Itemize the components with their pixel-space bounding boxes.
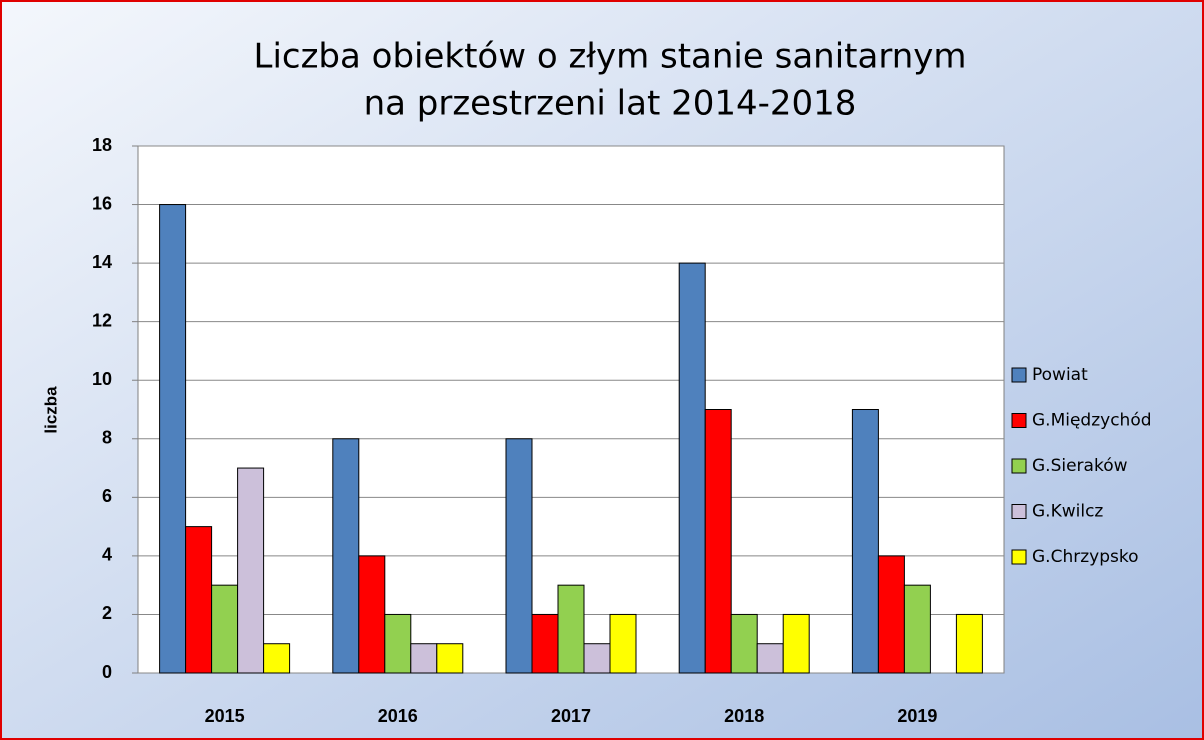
bar	[756, 643, 784, 674]
bar	[877, 555, 905, 674]
bar	[609, 613, 637, 674]
legend-label: G.Międzychód	[1032, 411, 1152, 431]
legend-label: G.Kwilcz	[1032, 502, 1103, 522]
bar	[531, 613, 559, 674]
legend-swatch	[1011, 367, 1027, 383]
x-tick-label: 2019	[897, 706, 937, 726]
legend-label: G.Chrzypsko	[1032, 547, 1138, 567]
y-tick-label: 6	[102, 486, 112, 506]
x-tick-label: 2015	[205, 706, 245, 726]
y-tick-label: 14	[92, 252, 112, 272]
chart-title: na przestrzeni lat 2014-2018	[364, 84, 857, 124]
bar	[159, 204, 187, 674]
bar	[185, 526, 213, 674]
chart-title: Liczba obiektów o złym stanie sanitarnym	[254, 37, 967, 77]
x-tick-label: 2016	[378, 706, 418, 726]
y-axis-label: liczba	[41, 386, 60, 434]
legend-swatch	[1011, 504, 1027, 519]
bar	[851, 409, 879, 674]
x-tick-label: 2017	[551, 706, 591, 726]
y-tick-label: 16	[92, 193, 112, 213]
y-tick-label: 2	[102, 603, 112, 623]
legend-label: G.Sieraków	[1032, 456, 1128, 476]
bar	[263, 643, 291, 674]
bar	[730, 613, 758, 674]
bar	[237, 467, 265, 674]
bar	[678, 262, 706, 674]
legend-label: Powiat	[1032, 365, 1088, 385]
bar	[358, 555, 386, 674]
y-tick-label: 10	[92, 369, 112, 389]
bar	[704, 409, 732, 674]
bar	[782, 613, 810, 674]
bar	[211, 584, 239, 674]
y-tick-label: 0	[102, 662, 112, 682]
y-tick-label: 18	[92, 135, 112, 155]
x-tick-label: 2018	[724, 706, 764, 726]
bar	[903, 584, 931, 674]
legend-swatch	[1011, 413, 1027, 428]
legend-swatch	[1011, 458, 1027, 474]
y-tick-label: 12	[92, 310, 112, 330]
bar	[557, 584, 585, 674]
bar	[384, 613, 412, 674]
legend-swatch	[1011, 549, 1027, 565]
bar	[505, 438, 533, 674]
bar	[410, 643, 438, 674]
bar	[955, 613, 983, 674]
bar	[583, 643, 611, 674]
y-tick-label: 8	[102, 428, 112, 448]
bar	[436, 643, 464, 674]
y-tick-label: 4	[102, 545, 112, 565]
bar	[332, 438, 360, 674]
